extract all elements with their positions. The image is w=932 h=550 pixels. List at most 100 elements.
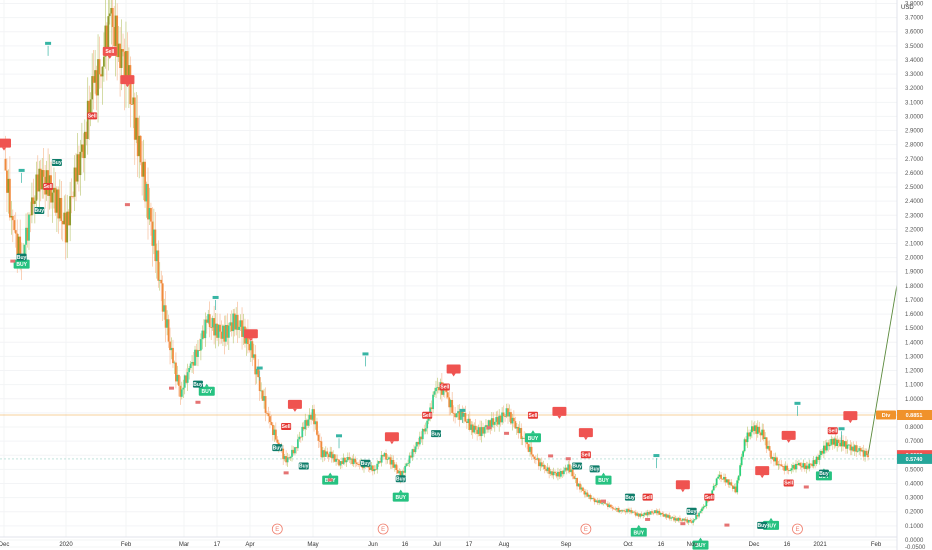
candle: [634, 512, 637, 516]
candle: [73, 167, 76, 197]
candle: [199, 339, 202, 351]
candle: [536, 458, 539, 460]
candle: [476, 429, 479, 434]
candle: [665, 514, 668, 518]
candle: [474, 425, 477, 430]
sell-tag-label: Sell: [88, 114, 98, 120]
x-tick-label: 2021: [813, 542, 827, 548]
candle: [163, 305, 166, 312]
candle: [273, 429, 276, 436]
candle: [377, 461, 380, 464]
candle: [211, 318, 214, 328]
candle: [396, 469, 399, 474]
candle: [483, 427, 486, 434]
x-tick-label: 16: [784, 542, 791, 548]
candle: [843, 441, 846, 447]
sell-tag-label: Sell: [440, 385, 450, 391]
y-tick-label: 0.2000: [905, 510, 924, 516]
buy-signal: [692, 540, 709, 550]
candle: [579, 483, 581, 490]
candle: [839, 442, 841, 447]
candle: [276, 439, 279, 443]
candle: [82, 144, 85, 159]
candle: [598, 500, 601, 503]
candle: [36, 174, 39, 192]
candle: [695, 515, 697, 520]
candle: [574, 478, 577, 479]
candle: [194, 349, 196, 366]
candle: [684, 519, 687, 521]
candle: [423, 428, 426, 432]
candle: [548, 467, 551, 474]
candle: [88, 100, 91, 117]
candle: [781, 466, 784, 467]
candle: [89, 99, 92, 117]
candle: [689, 519, 692, 522]
candle: [319, 440, 321, 442]
candle: [457, 411, 459, 414]
x-tick-label: 16: [658, 542, 665, 548]
earnings-marker[interactable]: [792, 523, 803, 535]
candle: [485, 425, 487, 428]
earnings-marker[interactable]: [271, 523, 283, 535]
candle: [489, 420, 492, 428]
candle: [753, 425, 756, 431]
candle: [151, 221, 154, 246]
candle: [473, 425, 476, 433]
candle: [552, 471, 555, 476]
candle: [504, 416, 506, 418]
hh-marker: [794, 401, 801, 405]
ll-marker: [601, 499, 607, 503]
candle: [467, 418, 470, 423]
candle: [642, 514, 645, 517]
candle: [133, 97, 136, 140]
candle: [132, 97, 135, 105]
candle: [51, 192, 54, 203]
earnings-marker[interactable]: [377, 523, 389, 535]
buy-signal: [630, 527, 647, 537]
candle: [438, 387, 440, 391]
dividend-badge: [876, 410, 896, 420]
earnings-marker[interactable]: [580, 523, 592, 535]
candle: [198, 350, 201, 351]
candle: [496, 417, 499, 425]
candle: [29, 214, 32, 216]
candle: [342, 457, 345, 464]
candle: [313, 409, 315, 425]
candle: [721, 478, 724, 480]
sell-signal: [552, 406, 567, 416]
candle: [352, 458, 355, 465]
candle: [386, 459, 389, 460]
candle: [777, 464, 780, 466]
candle: [348, 457, 351, 460]
buy-signal-label: BUY: [819, 474, 830, 480]
x-tick-label: Aug: [499, 542, 510, 548]
y-axis-unit: USD: [901, 5, 914, 11]
candle: [706, 500, 709, 502]
buy-signal-label: BUY: [766, 523, 777, 529]
buy-tag: [298, 462, 309, 470]
buy-tag: [589, 465, 600, 473]
candle: [780, 464, 783, 467]
candle: [580, 487, 583, 490]
candle: [329, 451, 332, 458]
candle: [335, 458, 337, 462]
x-tick-label: Mar: [179, 542, 189, 548]
sell-signal-pointer: [848, 420, 853, 424]
candle: [652, 512, 655, 514]
candle: [765, 437, 768, 449]
candle: [236, 314, 239, 330]
candle: [114, 15, 117, 47]
sell-tag: [642, 493, 653, 501]
candle: [120, 49, 123, 68]
candle: [252, 354, 255, 358]
candle: [861, 450, 864, 452]
y-tick-label: 3.3000: [905, 72, 924, 78]
candle: [724, 476, 727, 483]
candle: [28, 214, 30, 241]
candle: [216, 323, 218, 338]
candle: [61, 220, 64, 225]
buy-signal-label: BUY: [695, 543, 706, 549]
y-tick-label: 2.9000: [905, 129, 924, 135]
